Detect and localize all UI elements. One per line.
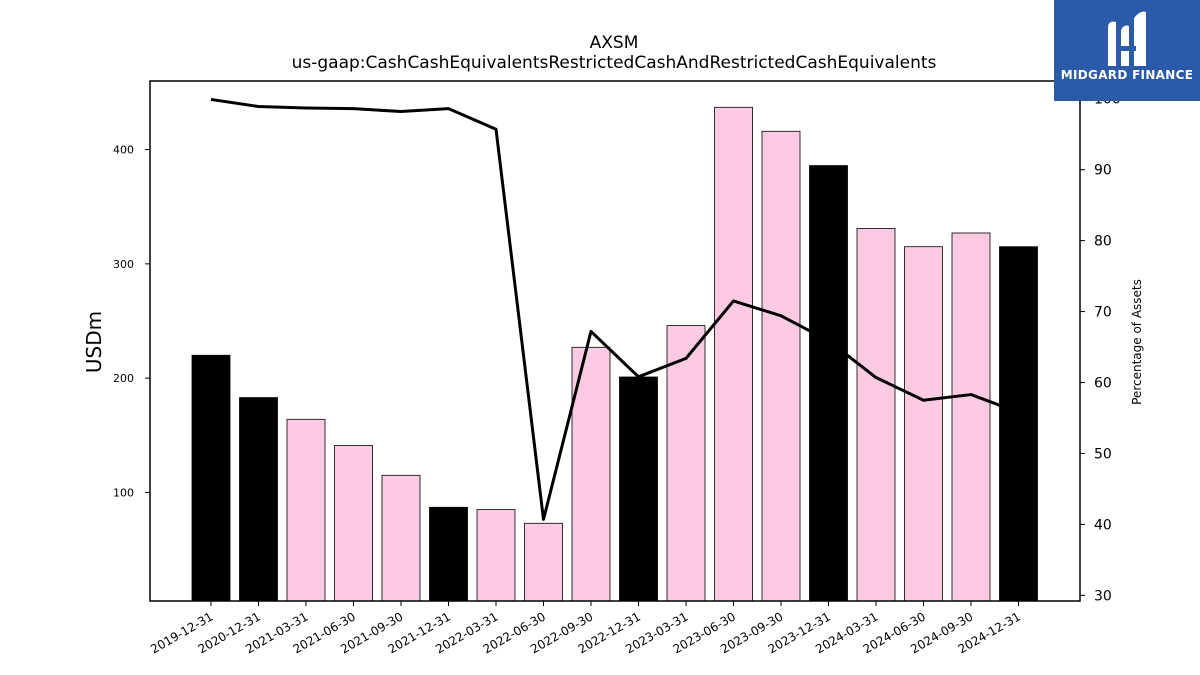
- midgard-finance-logo: MIDGARD FINANCE: [1054, 0, 1200, 101]
- bar-2023-12-31: [809, 165, 848, 602]
- line-group: [210, 97, 1020, 521]
- left-tick-label: 400: [113, 144, 134, 157]
- bar-2021-12-31: [429, 506, 468, 602]
- logo-mark-icon: [1108, 11, 1146, 67]
- percentage-line: [210, 97, 1020, 521]
- y-axis-label-right: Percentage of Assets: [1130, 279, 1144, 405]
- bar-2022-12-31: [619, 376, 658, 602]
- left-axis-ticks: 100 200 300 400: [113, 144, 150, 499]
- right-axis-ticks: 30405060708090100: [1080, 92, 1121, 604]
- plot-frame: [149, 80, 1081, 602]
- chart-title: AXSM: [590, 33, 639, 53]
- bar-2023-03-31: [666, 325, 706, 602]
- bar-2023-06-30: [714, 106, 753, 602]
- left-tick-label: 200: [113, 372, 134, 385]
- right-tick-label: 60: [1094, 376, 1112, 392]
- left-tick-label: 100: [113, 486, 134, 499]
- y-axis-label-left: USDm: [82, 311, 106, 373]
- bar-2019-12-31: [191, 354, 231, 602]
- bar-2021-06-30: [334, 445, 373, 602]
- right-tick-label: 30: [1094, 588, 1112, 604]
- bar-2021-09-30: [381, 474, 421, 602]
- right-tick-label: 40: [1094, 517, 1112, 533]
- right-tick-label: 70: [1094, 305, 1112, 321]
- bar-2021-03-31: [286, 418, 326, 602]
- bar-2022-03-31: [476, 509, 516, 602]
- bar-2020-12-31: [239, 397, 278, 602]
- right-tick-label: 80: [1094, 234, 1112, 250]
- bar-2023-09-30: [761, 130, 801, 602]
- left-tick-label: 300: [113, 258, 134, 271]
- chart-subtitle: us-gaap:CashCashEquivalentsRestrictedCas…: [292, 53, 937, 73]
- bar-2024-06-30: [904, 246, 943, 602]
- logo-text: MIDGARD FINANCE: [1060, 68, 1194, 82]
- bar-group: [191, 106, 1038, 602]
- right-tick-label: 50: [1094, 446, 1112, 462]
- right-tick-label: 90: [1094, 163, 1112, 179]
- bar-2024-03-31: [856, 228, 896, 602]
- x-axis-ticks: 2019-12-312020-12-312021-03-312021-06-30…: [148, 601, 1023, 656]
- bar-2024-12-31: [999, 246, 1038, 602]
- bar-2024-09-30: [951, 232, 991, 602]
- bar-2022-06-30: [524, 522, 563, 602]
